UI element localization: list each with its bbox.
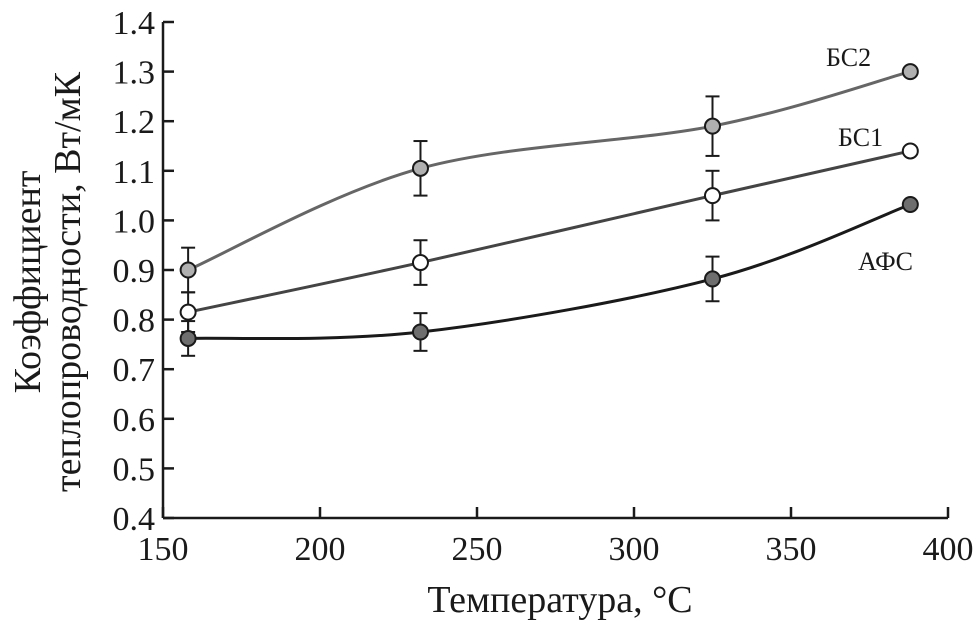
data-point-bs1 <box>411 254 429 272</box>
y-tick-label: 1.2 <box>113 104 156 141</box>
data-point-afs <box>411 323 429 341</box>
y-axis-title-line1: Коэффициент <box>7 170 49 393</box>
series-label-bs1: БС1 <box>838 123 883 152</box>
y-tick-label: 0.9 <box>113 253 156 290</box>
x-tick-label: 350 <box>766 531 817 568</box>
series-line-afs <box>188 203 911 341</box>
series-line-bs1 <box>187 149 911 314</box>
series-label-bs2: БС2 <box>826 43 871 72</box>
y-tick-label: 1.3 <box>113 55 156 92</box>
y-tick-label: 0.6 <box>113 402 156 439</box>
x-tick-label: 150 <box>138 531 189 568</box>
series-label-afs: АФС <box>858 247 913 276</box>
y-axis-title-line2: теплопроводности, Вт/мК <box>47 71 89 492</box>
y-tick-label: 0.4 <box>113 501 156 538</box>
data-point-bs2 <box>901 63 919 81</box>
y-tick-label: 0.7 <box>113 352 156 389</box>
x-tick-label: 250 <box>452 531 503 568</box>
y-tick-label: 0.8 <box>113 303 156 340</box>
axes: 0.4 0.5 0.6 0.7 0.8 0.9 1.0 1.1 1.2 1.3 1.4 150 200 2… <box>113 5 974 568</box>
data-point-bs2 <box>704 117 721 135</box>
series-lines <box>187 70 911 341</box>
y-tick-label: 1.0 <box>113 203 156 240</box>
x-axis-title: Температура, °С <box>427 579 692 621</box>
data-point-bs1 <box>179 303 197 321</box>
data-point-afs <box>704 270 721 288</box>
x-tick-label: 200 <box>295 531 346 568</box>
data-points <box>179 63 919 347</box>
data-point-bs1 <box>704 187 721 205</box>
data-point-afs <box>179 329 197 347</box>
x-tick-label: 300 <box>609 531 660 568</box>
series-line-bs2 <box>187 70 911 272</box>
data-point-bs2 <box>179 261 197 279</box>
y-tick-label: 1.4 <box>113 5 156 42</box>
y-tick-label: 1.1 <box>113 154 156 191</box>
data-point-afs <box>901 196 919 214</box>
data-point-bs2 <box>411 159 429 177</box>
error-bars <box>181 95 720 357</box>
data-point-bs1 <box>901 142 919 160</box>
y-tick-label: 0.5 <box>113 451 156 488</box>
x-tick-label: 400 <box>923 531 974 568</box>
series-labels: БС2 БС1 АФС <box>826 43 913 276</box>
